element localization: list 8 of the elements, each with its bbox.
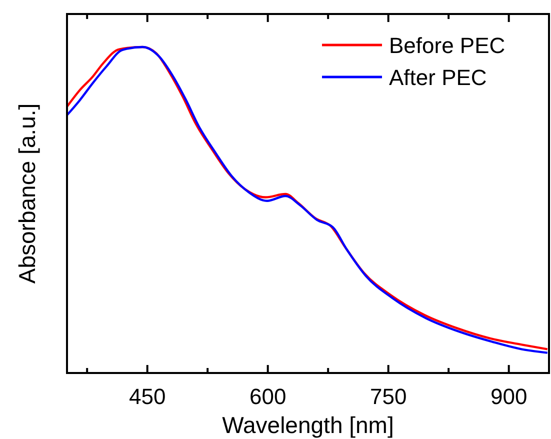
y-axis-title: Absorbance [a.u.] bbox=[14, 103, 40, 284]
legend-label: Before PEC bbox=[389, 33, 506, 58]
x-tick-label: 900 bbox=[490, 384, 528, 409]
legend-label: After PEC bbox=[389, 65, 487, 90]
x-tick-label: 450 bbox=[128, 384, 166, 409]
x-tick-label: 750 bbox=[370, 384, 407, 409]
x-tick-label: 600 bbox=[249, 384, 286, 409]
x-axis-title: Wavelength [nm] bbox=[222, 412, 394, 438]
